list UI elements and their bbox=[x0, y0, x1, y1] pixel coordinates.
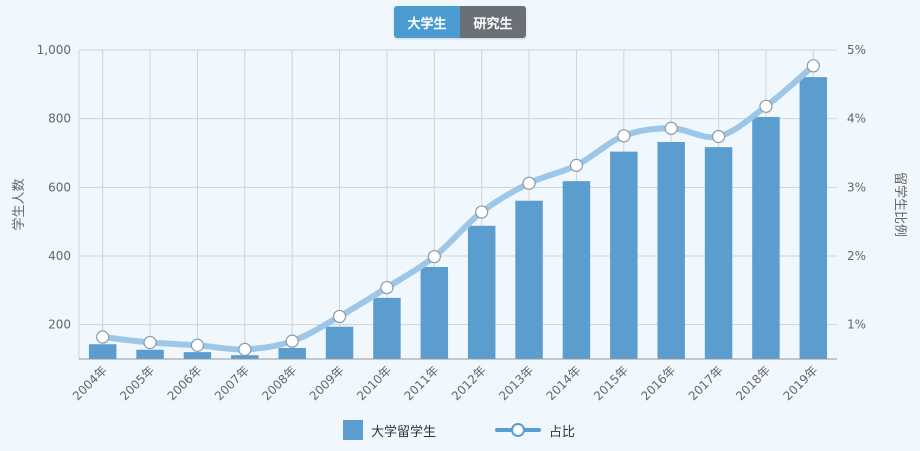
bar bbox=[420, 266, 449, 359]
ratio-point bbox=[380, 280, 394, 295]
bar bbox=[467, 225, 496, 359]
y2-tick-label: 2% bbox=[847, 249, 866, 263]
y-axis-title: 学生人数 bbox=[11, 178, 27, 230]
y-tick-label: 400 bbox=[48, 249, 71, 263]
x-tick-label: 2009年 bbox=[307, 363, 347, 403]
ratio-point bbox=[285, 334, 299, 348]
x-tick-label: 2006年 bbox=[165, 363, 205, 403]
x-tick-label: 2017年 bbox=[686, 363, 726, 403]
legend-line-label: 占比 bbox=[549, 424, 576, 440]
bar bbox=[562, 181, 591, 359]
legend-bar-label: 大学留学生 bbox=[371, 424, 437, 440]
x-tick-label: 2013年 bbox=[496, 363, 536, 403]
y2-tick-label: 5% bbox=[847, 43, 866, 57]
bar bbox=[704, 147, 733, 359]
legend: 大学留学生 占比 bbox=[0, 418, 920, 442]
undergraduate-tab[interactable]: 大学生 bbox=[394, 6, 460, 38]
bar bbox=[752, 116, 780, 359]
y-tick-label: 600 bbox=[48, 180, 71, 194]
y-tick-label: 800 bbox=[48, 112, 71, 126]
ratio-point bbox=[569, 158, 584, 172]
bar bbox=[278, 348, 306, 359]
ratio-point bbox=[427, 250, 441, 264]
y2-tick-label: 3% bbox=[847, 180, 866, 194]
ratio-point bbox=[143, 335, 157, 350]
x-tick-label: 2008年 bbox=[259, 363, 299, 403]
bar bbox=[136, 349, 164, 359]
level-toggle: 大学生 研究生 bbox=[394, 6, 526, 38]
x-tick-label: 2010年 bbox=[354, 363, 394, 403]
y2-axis-title: 留学生比例 bbox=[892, 172, 908, 237]
y-tick-label: 200 bbox=[48, 318, 71, 332]
ratio-point bbox=[806, 59, 820, 73]
graduate-tab[interactable]: 研究生 bbox=[460, 6, 526, 38]
y-tick-label: 1,000 bbox=[37, 43, 71, 57]
y2-tick-label: 1% bbox=[847, 318, 866, 332]
ratio-line bbox=[99, 62, 817, 353]
x-tick-label: 2011年 bbox=[401, 363, 441, 403]
bar bbox=[88, 344, 117, 359]
ratio-point bbox=[711, 129, 726, 144]
bar bbox=[325, 326, 354, 359]
legend-item-bar[interactable]: 大学留学生 bbox=[343, 418, 436, 442]
bar bbox=[231, 355, 259, 359]
ratio-point bbox=[522, 176, 536, 190]
x-tick-label: 2005年 bbox=[117, 363, 157, 403]
x-tick-label: 2015年 bbox=[591, 363, 631, 403]
ratio-point bbox=[617, 129, 631, 143]
x-tick-label: 2014年 bbox=[544, 363, 584, 403]
legend-item-line[interactable]: 占比 bbox=[495, 418, 575, 442]
bar bbox=[657, 142, 685, 359]
y2-tick-label: 4% bbox=[847, 112, 866, 126]
ratio-point bbox=[759, 99, 773, 113]
ratio-point bbox=[96, 330, 110, 344]
bar bbox=[799, 77, 828, 359]
ratio-point bbox=[190, 338, 205, 352]
line-swatch bbox=[495, 420, 541, 440]
x-tick-label: 2019年 bbox=[780, 363, 820, 403]
x-tick-label: 2004年 bbox=[70, 363, 110, 403]
ratio-point bbox=[238, 342, 252, 356]
bar-swatch bbox=[343, 420, 363, 440]
ratio-point bbox=[332, 309, 347, 324]
x-tick-label: 2012年 bbox=[449, 363, 489, 403]
bar bbox=[183, 352, 212, 359]
bar bbox=[610, 151, 638, 359]
ratio-point bbox=[475, 205, 489, 219]
bar bbox=[373, 297, 401, 359]
x-tick-label: 2016年 bbox=[638, 363, 678, 403]
x-tick-label: 2007年 bbox=[212, 363, 252, 403]
bar bbox=[515, 200, 543, 359]
x-tick-label: 2018年 bbox=[733, 363, 773, 403]
ratio-point bbox=[664, 121, 678, 135]
